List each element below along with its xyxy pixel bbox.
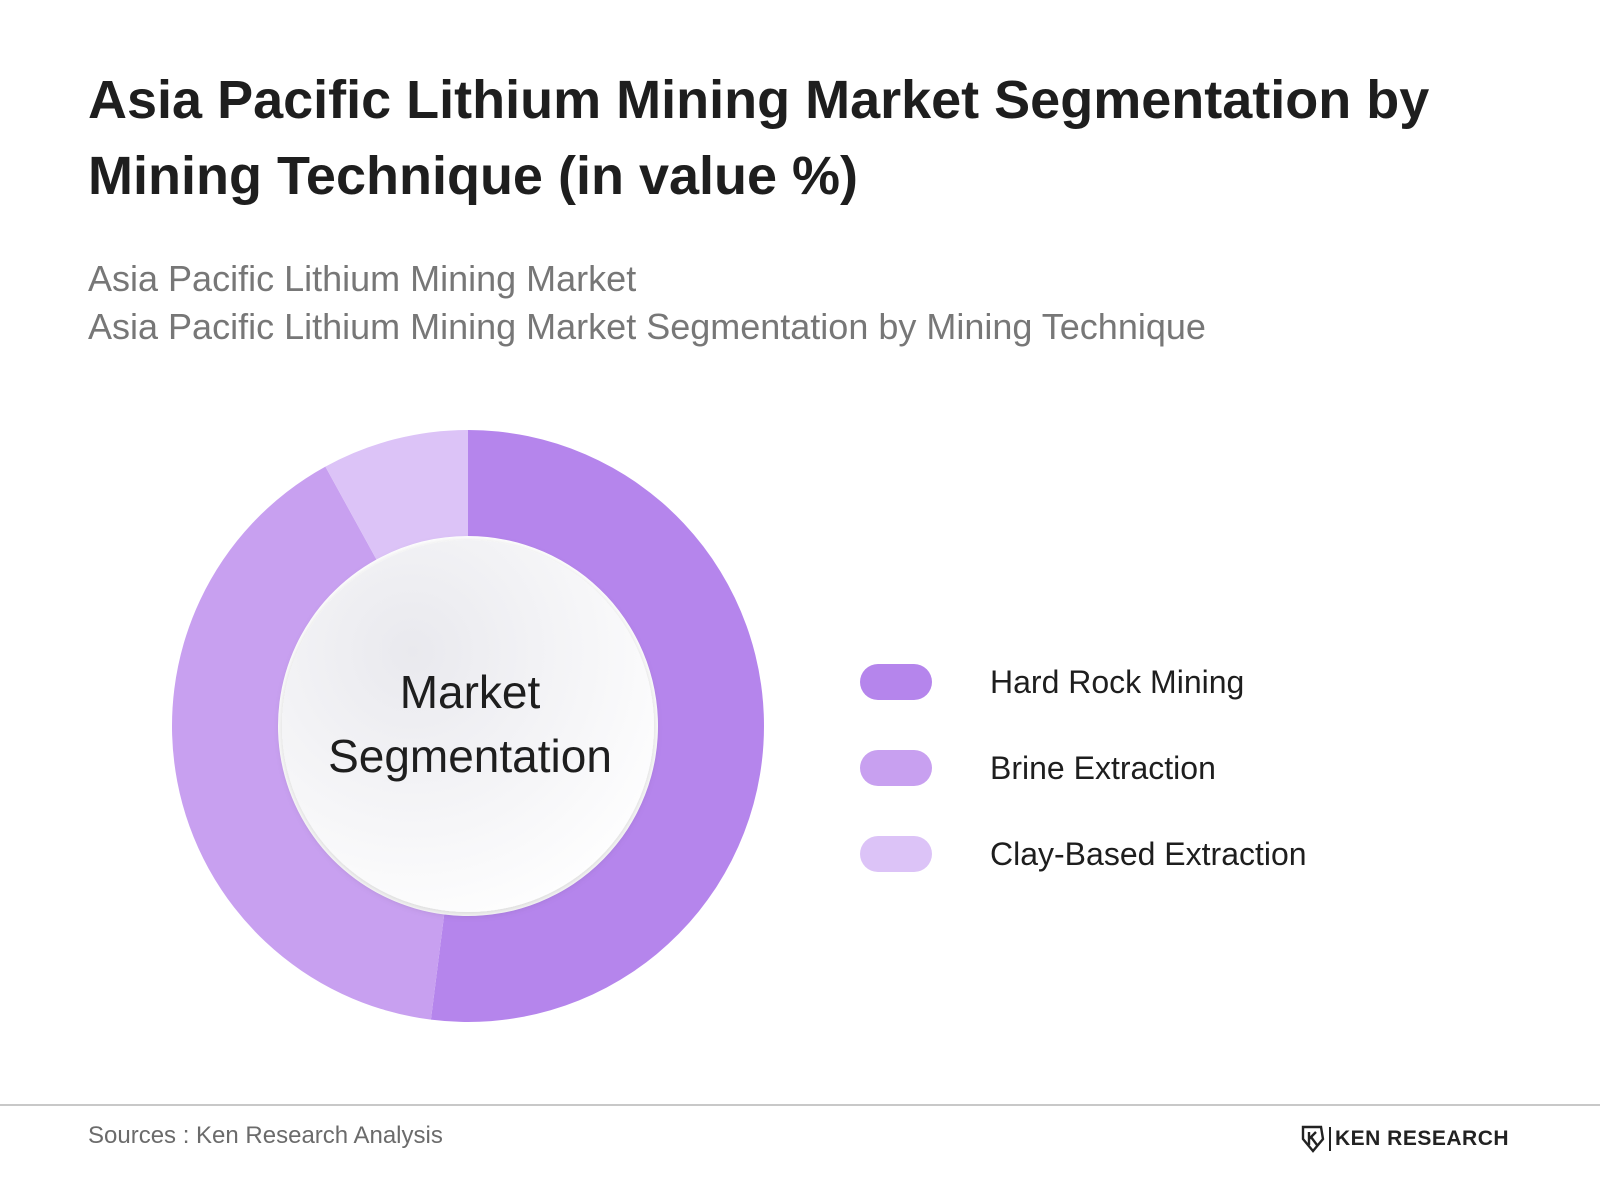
legend-label: Hard Rock Mining	[990, 664, 1245, 700]
ken-research-logo-icon	[1301, 1125, 1325, 1153]
donut-center-disc	[282, 540, 654, 912]
logo-divider	[1329, 1127, 1331, 1151]
chart-subtitle: Asia Pacific Lithium Mining Market Asia …	[88, 255, 1508, 351]
chart-title: Asia Pacific Lithium Mining Market Segme…	[88, 70, 1430, 206]
legend-label: Clay-Based Extraction	[990, 836, 1307, 872]
legend-swatch	[860, 836, 932, 872]
legend-swatch	[860, 664, 932, 700]
logo-text: KEN RESEARCH	[1335, 1127, 1510, 1150]
donut-slice-brine-extraction	[171, 466, 445, 1020]
footer-divider	[0, 1104, 1600, 1106]
subtitle-line-1: Asia Pacific Lithium Mining Market	[88, 258, 637, 299]
donut-slices	[171, 430, 764, 1022]
donut-slice-clay-based-extraction	[325, 430, 468, 560]
donut-slice-hard-rock-mining	[430, 430, 764, 1022]
subtitle-line-2: Asia Pacific Lithium Mining Market Segme…	[88, 306, 1206, 347]
donut-center-label: Market Segmentation	[280, 660, 660, 788]
source-note: Sources : Ken Research Analysis	[88, 1122, 443, 1149]
center-label-line-2: Segmentation	[328, 730, 612, 782]
ken-research-logo: KEN RESEARCH	[1300, 1124, 1509, 1154]
legend-swatch	[860, 750, 932, 786]
legend-label: Brine Extraction	[990, 750, 1216, 786]
center-label-line-1: Market	[399, 666, 541, 718]
